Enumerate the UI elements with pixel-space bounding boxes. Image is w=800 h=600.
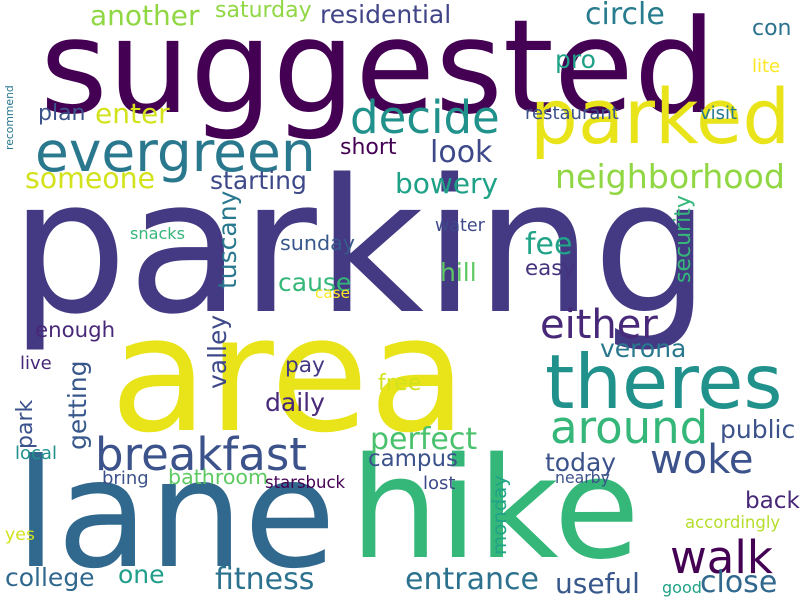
word-recommend: recommend (3, 85, 16, 150)
word-plan: plan (38, 101, 86, 126)
word-parked: parked (530, 73, 791, 161)
word-snacks: snacks (130, 224, 186, 243)
word-suggested: suggested (40, 0, 717, 143)
word-fitness: fitness (215, 562, 315, 597)
word-case: case (315, 284, 350, 302)
word-cause: cause (278, 268, 352, 297)
word-enter: enter (95, 97, 170, 130)
word-park: park (13, 400, 38, 450)
word-sunday: sunday (280, 231, 356, 255)
word-getting: getting (63, 359, 92, 450)
word-back: back (745, 488, 800, 514)
word-entrance: entrance (405, 562, 539, 597)
word-perfect: perfect (370, 422, 478, 457)
word-tuscany: tuscany (213, 190, 242, 289)
word-walk: walk (670, 531, 773, 584)
word-close: close (700, 565, 778, 600)
word-parking: parking (10, 139, 711, 355)
word-local: local (15, 443, 57, 464)
word-pay: pay (285, 353, 325, 378)
word-public: public (720, 415, 796, 444)
word-starting: starting (210, 166, 307, 195)
word-today: today (545, 448, 617, 477)
word-another: another (90, 0, 200, 32)
word-residential: residential (320, 0, 452, 29)
word-restaurant: restaurant (525, 103, 619, 124)
word-breakfast: breakfast (95, 428, 307, 481)
word-one: one (118, 560, 165, 589)
word-nearby: nearby (555, 468, 610, 487)
word-decide: decide (350, 91, 500, 144)
word-free: free (378, 371, 422, 396)
word-lane: lane (15, 428, 336, 600)
word-fee: fee (525, 227, 573, 262)
word-around: around (550, 401, 709, 454)
word-con: con (752, 16, 792, 41)
word-lost: lost (423, 473, 456, 494)
word-verona: verona (600, 334, 687, 363)
word-yes: yes (5, 525, 35, 545)
word-woke: woke (650, 437, 754, 483)
word-neighborhood: neighborhood (555, 157, 785, 196)
word-hill: hill (440, 258, 477, 287)
word-circle: circle (585, 0, 665, 32)
word-hike: hike (350, 428, 640, 591)
word-monday: monday (488, 475, 511, 555)
word-either: either (540, 302, 658, 348)
word-security: security (671, 194, 696, 283)
word-starsbuck: starsbuck (265, 473, 346, 492)
word-area: area (110, 281, 467, 468)
word-accordingly: accordingly (685, 513, 781, 532)
word-easy: easy (525, 256, 576, 281)
word-good: good (662, 578, 702, 597)
word-visit: visit (700, 103, 738, 124)
word-evergreen: evergreen (35, 120, 316, 184)
word-live: live (20, 353, 52, 374)
word-useful: useful (555, 567, 640, 600)
word-theres: theres (545, 338, 783, 426)
word-bathroom: bathroom (168, 465, 269, 489)
word-look: look (430, 135, 493, 170)
word-bowery: bowery (395, 167, 499, 200)
word-valley: valley (203, 315, 232, 390)
word-saturday: saturday (215, 0, 312, 23)
word-lite: lite (752, 56, 781, 77)
word-short: short (340, 135, 397, 160)
word-campus: campus (368, 446, 458, 472)
word-college: college (5, 563, 95, 592)
word-water: water (435, 216, 485, 236)
word-enough: enough (35, 318, 116, 343)
word-bring: bring (102, 468, 149, 489)
word-pro: pro (555, 45, 596, 74)
word-daily: daily (265, 388, 325, 417)
word-someone: someone (25, 162, 156, 195)
